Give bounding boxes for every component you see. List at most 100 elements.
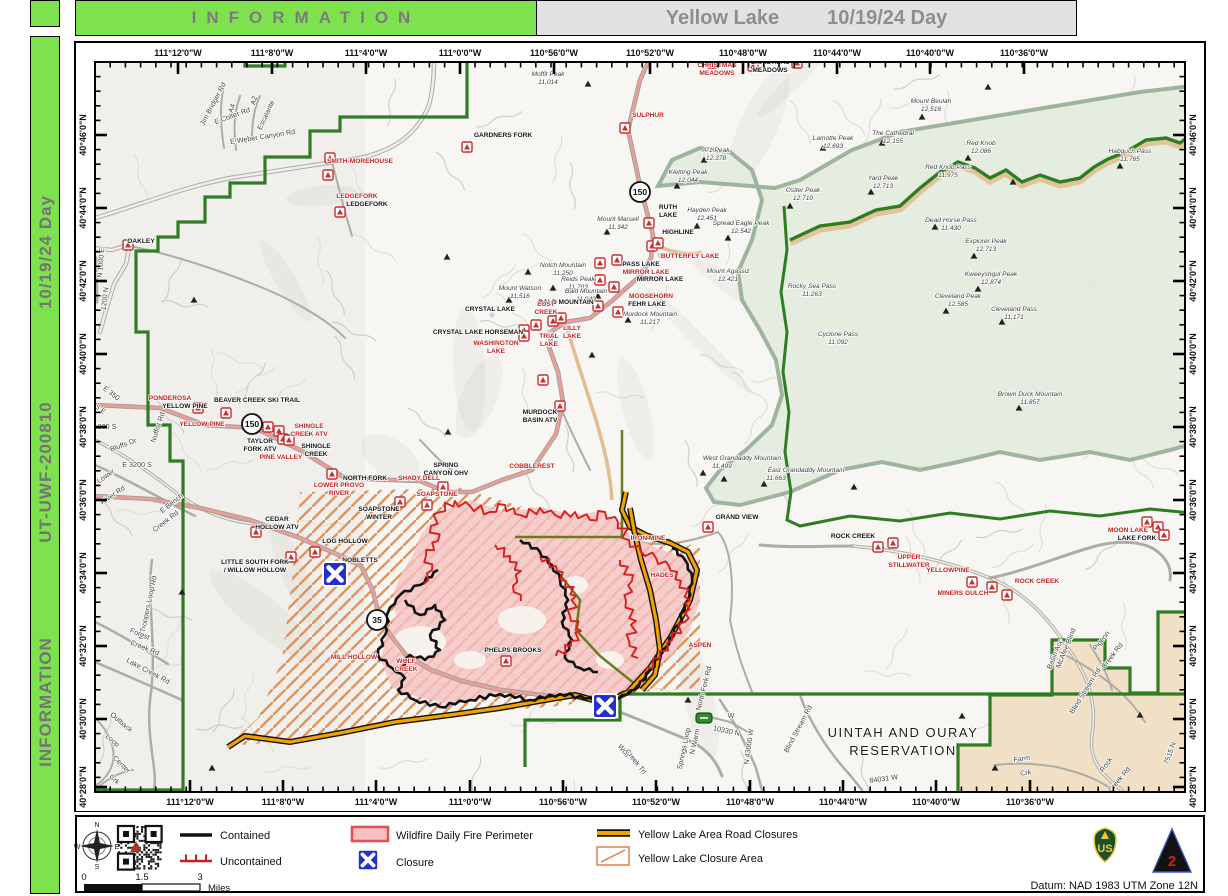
qr-module [147,867,150,870]
map-label: 11,430 [941,225,961,232]
axis-label-lon: 110°44'0"W [813,48,862,58]
compass-star [80,829,114,863]
qr-module [136,867,139,870]
contour-squiggle [481,263,517,299]
contour-squiggle [331,321,377,342]
peak-marker [942,307,950,314]
contour-squiggle [926,539,962,575]
map-label: CHRISTMAS [750,59,790,66]
qr-module [159,858,162,861]
map-label: TAYLOR [247,438,273,445]
legend-swatches [180,825,630,871]
qr-module [145,851,148,854]
map-label: LOWER PROVO [314,482,364,489]
legend-label-closure: Closure [396,857,434,869]
boundary-olive [559,574,641,689]
road-gray-core [95,62,436,220]
campground-icon [643,217,655,229]
contour-squiggle [241,672,255,720]
qr-module [136,855,139,858]
contour-squiggle [354,234,397,262]
qr-module [143,867,146,870]
map-label: Habguch Pass [1109,148,1153,155]
contour-squiggle [476,110,523,128]
map-label: YELLOW PINE [179,421,225,428]
hillshade-blob [617,358,655,459]
qr-module [145,855,148,858]
axis-label-lat: 40°32'0"N [1188,625,1198,667]
road-gray [419,439,453,471]
road-tan [564,324,614,501]
contour-squiggle [206,458,254,471]
map-label: YELLOWPINE [926,567,970,574]
axis-label-lon: 111°12'0"W [154,48,202,58]
qr-module [136,865,139,868]
legend-border [75,815,1205,893]
header-information-box: INFORMATION [75,0,537,36]
map-label: West Grandaddy Mountain [703,455,782,462]
peak-marker [819,144,827,151]
qr-module [154,862,157,865]
lake [565,329,571,335]
swatch-perimeter [350,825,390,843]
scale-tick-2: 3 [197,872,202,883]
campground-icon [394,496,406,508]
qr-module [138,839,141,842]
peak-marker [991,764,999,771]
campground-icon [872,541,884,553]
qr-module [152,858,155,861]
map-label: Farm [1013,753,1031,764]
contour-squiggle [100,500,133,538]
map-label: PINE VALLEY [260,454,303,461]
scale-unit: Miles [208,883,230,894]
contour-squiggle [138,660,186,675]
contour-squiggle [386,78,397,127]
axis-label-lon: 110°52'0"W [632,797,681,807]
contour-squiggle [317,236,324,286]
hillshade-blob [260,240,312,322]
map-label: SHADY DELL [398,475,440,482]
campground-icon [887,537,899,549]
qr-module [143,844,146,847]
hillshade-blob [726,67,790,187]
campground-icon [592,300,604,312]
usfs-shield-icon [1093,827,1117,864]
map-label: 12,378 [706,155,727,162]
campground-icon [537,374,549,386]
legend-label-perimeter: Wildfire Daily Fire Perimeter [396,830,533,842]
peak-marker [673,182,681,189]
qr-module [134,867,137,870]
qr-code [116,824,163,871]
axis-label-lat: 40°28'0"N [1188,766,1198,808]
road-gray [220,85,225,149]
qr-module [157,855,160,858]
map-label: LEDGEFORK [346,201,388,208]
campground-icon [220,407,232,419]
qr-module [143,849,146,852]
road-gray [603,704,724,778]
qr-module [150,855,153,858]
peak-marker [700,156,708,163]
unburned-island [498,606,546,634]
map-label: 1200 N [99,287,111,311]
axis-label-lat: 40°34'0"N [78,552,88,594]
peak-marker [720,475,728,482]
map-label: 11,014 [538,79,558,86]
campground-icon [250,526,262,538]
contour-squiggle [435,151,466,191]
campground-icon [1001,589,1013,601]
map-label: 12,451 [697,215,718,222]
peak-marker [1015,404,1023,411]
fire-line-uncontained [439,500,619,523]
compass-letter: W [74,844,81,851]
contour-squiggle [569,778,576,792]
map-label: Kletting Peak [669,169,709,176]
map-label: A2 [248,95,259,106]
axis-label-lon: 110°52'0"W [626,48,675,58]
qr-module [152,860,155,863]
map-label: ROCK CREEK [1015,578,1060,585]
map-label: 11,171 [1004,314,1024,321]
axis-label-lat: 40°42'0"N [1188,260,1198,302]
axis-label-lat: 40°44'0"N [78,187,88,229]
map-label: NORTH FORK [343,475,387,482]
